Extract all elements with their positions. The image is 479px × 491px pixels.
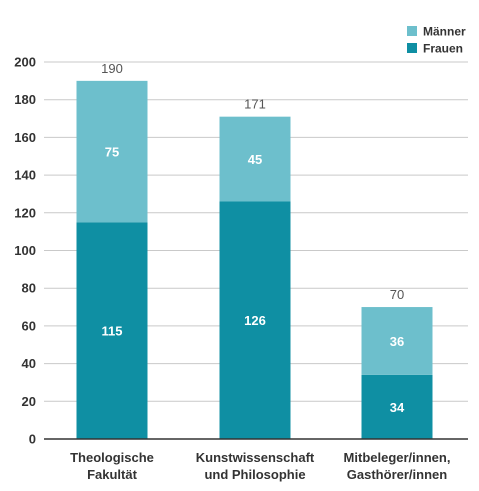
bar-segment-maenner — [76, 80, 148, 223]
y-tick-label: 160 — [14, 130, 36, 145]
y-tick-label: 80 — [22, 281, 36, 296]
data-label-frauen: 115 — [102, 324, 123, 339]
bar-segment-frauen — [361, 374, 433, 439]
x-category-label: Kunstwissenschaft — [196, 450, 315, 465]
y-tick-label: 120 — [14, 205, 36, 220]
y-tick-label: 20 — [22, 394, 36, 409]
y-tick-label: 40 — [22, 356, 36, 371]
bar-segment-maenner — [361, 307, 433, 375]
legend-label: Männer — [423, 25, 466, 39]
axis-layer: 0 20 40 60 80 100 120 140 160 180 200 — [14, 55, 468, 447]
bar-segment-frauen — [219, 201, 291, 439]
x-category-label: Mitbeleger/innen, — [344, 450, 451, 465]
bar-total-label: 190 — [101, 61, 123, 76]
y-tick-label: 0 — [29, 432, 36, 447]
y-tick-label: 60 — [22, 318, 36, 333]
data-label-frauen: 34 — [390, 400, 405, 415]
x-category-label: Theologische — [70, 450, 154, 465]
legend-swatch — [407, 26, 417, 36]
bar-total-label: 171 — [244, 97, 266, 112]
y-tick-label: 200 — [14, 55, 36, 70]
y-tick-label: 180 — [14, 92, 36, 107]
bar-total-label: 70 — [390, 287, 404, 302]
data-label-maenner: 36 — [390, 334, 404, 349]
legend-label: Frauen — [423, 42, 463, 56]
legend-swatch — [407, 43, 417, 53]
y-tick-label: 140 — [14, 168, 36, 183]
y-tick-label: 100 — [14, 243, 36, 258]
x-category-label: Fakultät — [87, 467, 138, 482]
bars-layer — [76, 80, 433, 439]
data-label-maenner: 45 — [248, 152, 262, 167]
bar-segment-frauen — [76, 222, 148, 439]
data-label-frauen: 126 — [244, 313, 266, 328]
data-label-maenner: 75 — [105, 145, 119, 160]
legend: Männer Frauen — [407, 25, 466, 56]
labels-layer: 115 75 190 Theologische Fakultät 126 45 171 Kuns… — [70, 61, 450, 482]
x-category-label: und Philosophie — [204, 467, 305, 482]
x-category-label: Gasthörer/innen — [347, 467, 447, 482]
bar-segment-maenner — [219, 116, 291, 202]
